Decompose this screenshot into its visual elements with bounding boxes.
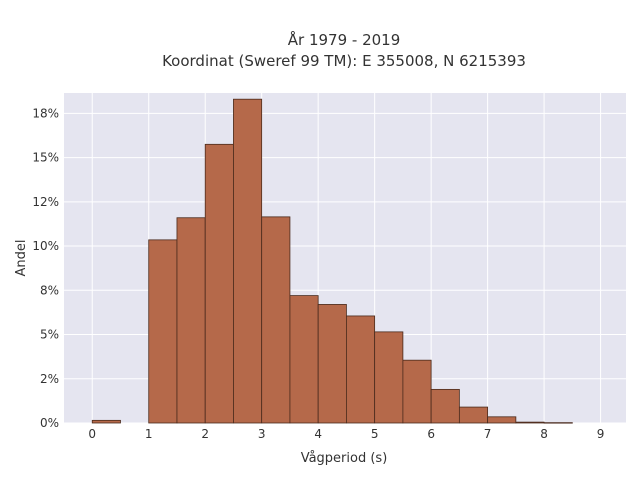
- chart-subtitle: Koordinat (Sweref 99 TM): E 355008, N 62…: [162, 52, 526, 70]
- bar-2: [148, 239, 178, 424]
- y-tick-label-4: 10%: [32, 239, 59, 253]
- bars: [91, 98, 573, 424]
- y-axis-title: Andel: [14, 240, 29, 277]
- bar-3: [176, 217, 206, 424]
- x-tick-label-2: 2: [201, 427, 209, 441]
- bar-16: [543, 422, 573, 424]
- bar-15: [515, 421, 545, 424]
- y-tick-label-1: 2%: [40, 372, 59, 386]
- y-tick-labels: 0% 2% 5% 8% 10% 12% 15% 18%: [32, 106, 59, 430]
- bar-4: [204, 143, 234, 424]
- x-tick-label-8: 8: [540, 427, 548, 441]
- bar-10: [374, 331, 404, 424]
- bar-14: [487, 416, 517, 424]
- y-tick-label-0: 0%: [40, 416, 59, 430]
- bar-12: [430, 388, 460, 424]
- bar-13: [458, 406, 489, 424]
- x-tick-label-6: 6: [427, 427, 435, 441]
- x-tick-label-7: 7: [484, 427, 492, 441]
- x-tick-labels: 0 1 2 3 4 5 6 7 8 9: [88, 427, 604, 441]
- y-tick-label-7: 18%: [32, 106, 59, 120]
- bar-6: [261, 216, 291, 424]
- x-tick-label-3: 3: [258, 427, 266, 441]
- bar-7: [289, 295, 319, 424]
- chart-title: År 1979 - 2019: [288, 30, 401, 49]
- x-tick-label-0: 0: [88, 427, 96, 441]
- bar-5: [233, 98, 263, 424]
- x-tick-label-4: 4: [314, 427, 322, 441]
- bar-8: [317, 304, 347, 424]
- y-tick-label-6: 15%: [32, 151, 59, 165]
- bar-9: [346, 315, 376, 424]
- x-tick-label-5: 5: [371, 427, 379, 441]
- y-tick-label-5: 12%: [32, 195, 59, 209]
- bar-11: [402, 359, 432, 424]
- x-tick-label-9: 9: [597, 427, 605, 441]
- bar-0: [91, 419, 121, 424]
- x-tick-label-1: 1: [145, 427, 153, 441]
- y-tick-label-3: 8%: [40, 283, 59, 297]
- y-tick-label-2: 5%: [40, 328, 59, 342]
- x-axis-title: Vågperiod (s): [301, 451, 388, 466]
